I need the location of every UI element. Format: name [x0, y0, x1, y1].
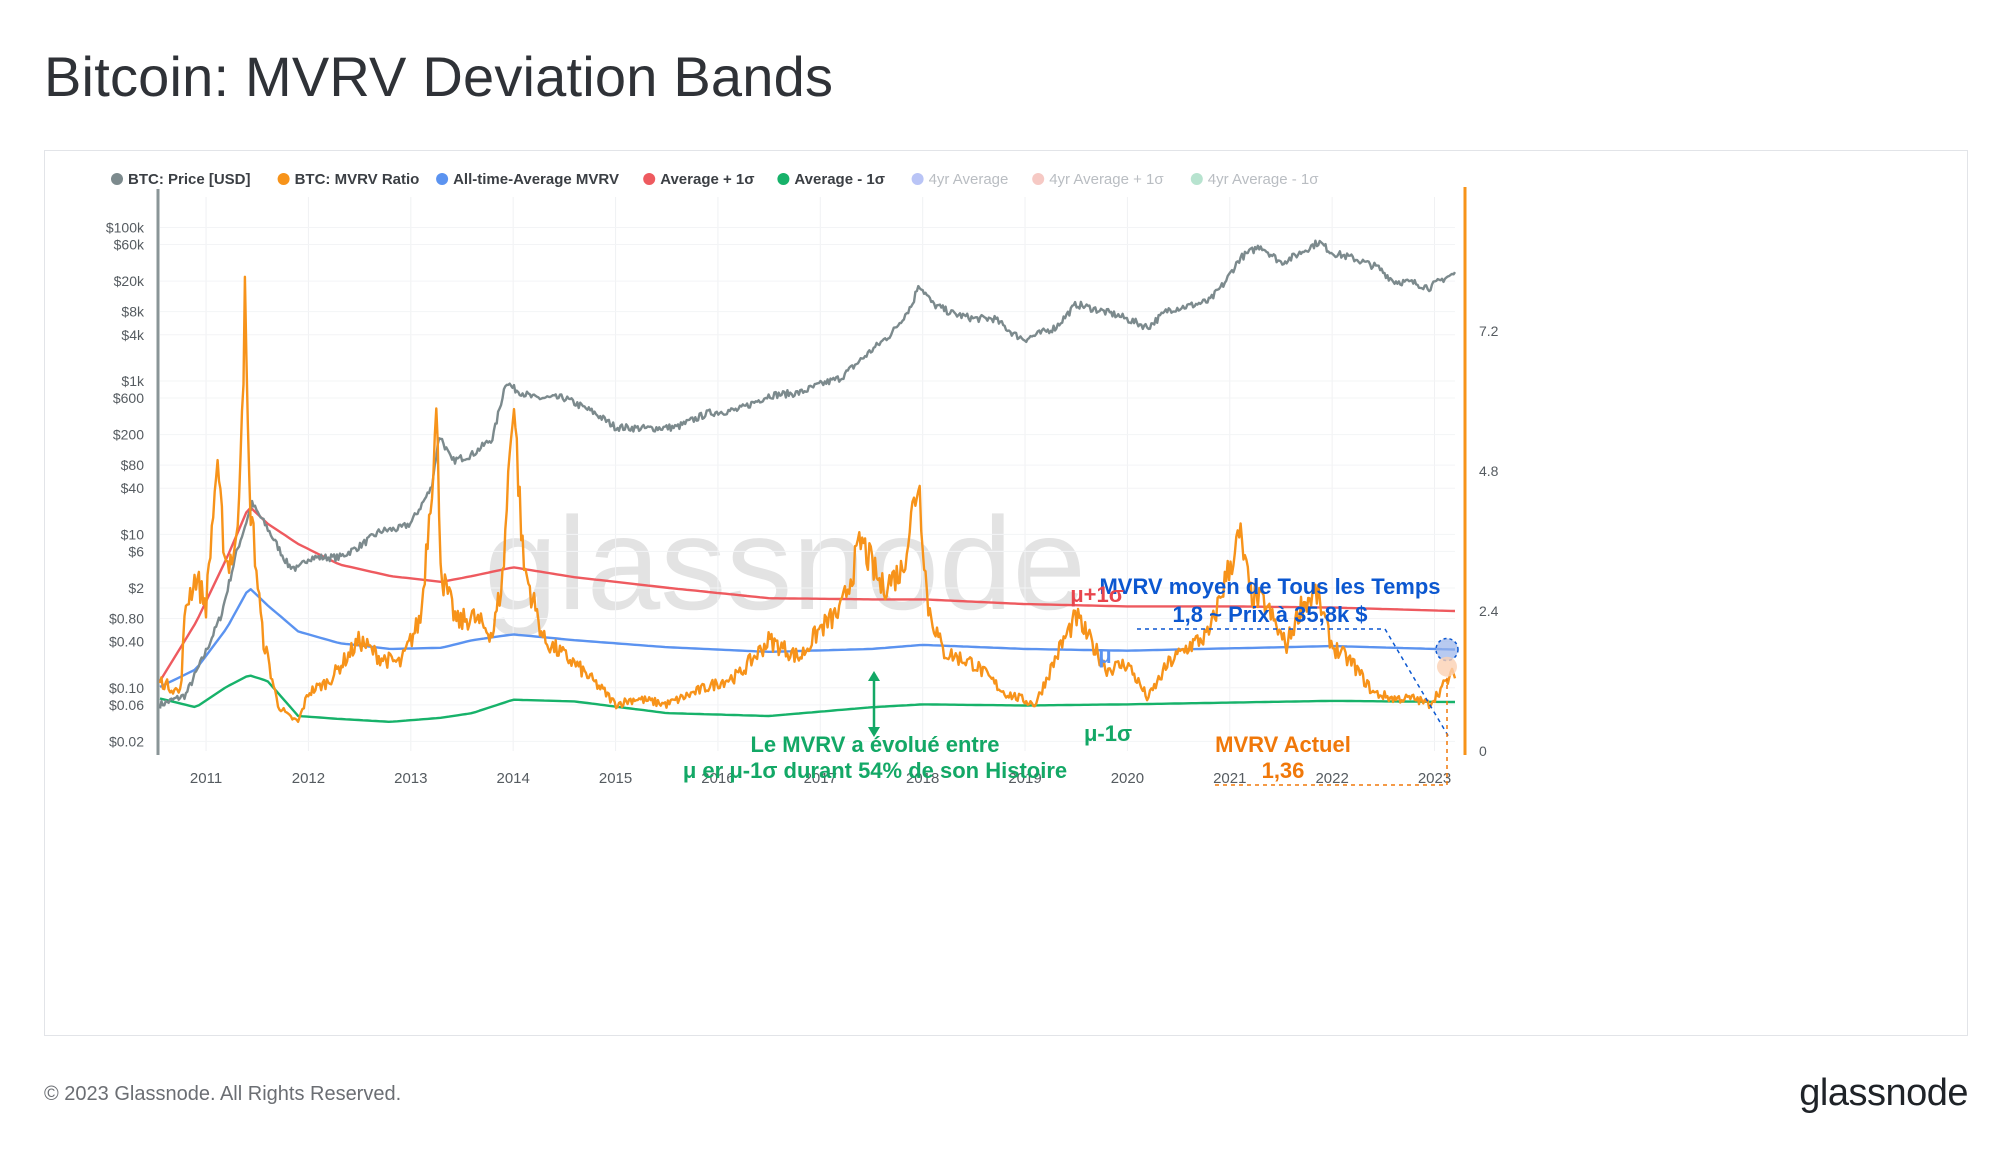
- x-tick-label: 2021: [1213, 770, 1246, 787]
- y-left-tick-label: $80: [121, 457, 145, 473]
- annotation-avg-leader: [1137, 628, 1451, 740]
- page-title: Bitcoin: MVRV Deviation Bands: [44, 45, 834, 108]
- x-tick-label: 2015: [599, 770, 632, 787]
- annotation-minus1-label: μ-1σ: [1084, 721, 1132, 746]
- legend-item[interactable]: All-time-Average MVRV: [436, 171, 619, 188]
- footer-brand-logo[interactable]: glassnode: [1799, 1072, 1968, 1114]
- current-mvrv-marker: [1437, 656, 1457, 677]
- mvrv-series: [158, 275, 1457, 723]
- y-left-tick-label: $600: [113, 390, 144, 406]
- x-tick-label: 2014: [496, 770, 529, 787]
- y-left-tick-label: $40: [121, 480, 145, 496]
- watermark-text: glassnode: [484, 490, 1086, 637]
- y-left-tick-label: $0.02: [109, 733, 144, 749]
- annotation-current-value: 1,36: [1262, 758, 1305, 783]
- y-right-tick-label: 4.8: [1479, 463, 1499, 479]
- x-tick-label: 2023: [1418, 770, 1451, 787]
- legend-item[interactable]: 4yr Average - 1σ: [1190, 171, 1319, 188]
- plus-one-sigma-series: [158, 506, 1456, 682]
- y-left-tick-label: $0.40: [109, 634, 144, 650]
- legend-label: 4yr Average: [929, 171, 1009, 188]
- footer-copyright: © 2023 Glassnode. All Rights Reserved.: [44, 1083, 402, 1105]
- annotation-avg-price: 1,8 ~ Prix à 35,8k $: [1172, 602, 1367, 627]
- legend-swatch: [111, 173, 123, 185]
- legend-label: BTC: Price [USD]: [128, 171, 251, 188]
- y-left-tick-label: $100k: [106, 220, 145, 236]
- y-right-tick-label: 0: [1479, 743, 1487, 759]
- legend-label: 4yr Average + 1σ: [1049, 171, 1164, 188]
- price-series: [158, 239, 1457, 709]
- current-avg-marker: [1435, 637, 1459, 662]
- legend-swatch: [911, 173, 924, 185]
- x-tick-label: 2019: [1008, 770, 1041, 787]
- legend-label: All-time-Average MVRV: [453, 171, 619, 188]
- mvrv-chart: glassnode BTC: Price [USD] BTC: MVRV Rati…: [106, 171, 1499, 787]
- legend-swatch: [436, 173, 449, 185]
- y-left-tick-label: $1k: [121, 373, 145, 389]
- x-tick-label: 2020: [1111, 770, 1144, 787]
- legend-swatch: [277, 173, 290, 185]
- legend-swatch: [643, 173, 656, 185]
- y-left-tick-label: $60k: [114, 237, 145, 253]
- annotations: MVRV moyen de Tous les Temps 1,8 ~ Prix à…: [683, 574, 1459, 786]
- x-tick-label: 2017: [804, 770, 837, 787]
- axes: $0.02 $0.06$0.10 $0.40 $0.80 $2 $6$10 $40 $80 $2…: [106, 187, 1499, 787]
- y-left-tick-label: $0.80: [109, 611, 144, 627]
- arrow-head-up: [868, 671, 880, 681]
- y-right-tick-label: 7.2: [1479, 323, 1499, 339]
- minus-one-sigma-series: [159, 674, 1455, 723]
- x-tick-label: 2018: [906, 770, 939, 787]
- x-tick-label: 2011: [190, 770, 222, 787]
- annotation-current-title: MVRV Actuel: [1215, 732, 1351, 757]
- annotation-mu-label: μ: [1098, 643, 1111, 668]
- grid: [160, 197, 1455, 751]
- y-left-tick-label: $20k: [114, 273, 145, 289]
- annotation-current-leader: [1215, 677, 1448, 786]
- y-left-tick-label: $2: [128, 580, 144, 596]
- legend-swatch: [1190, 173, 1203, 185]
- y-left-tick-label: $200: [113, 427, 144, 443]
- x-tick-label: 2016: [701, 770, 734, 787]
- x-tick-label: 2022: [1315, 770, 1348, 787]
- x-tick-label: 2012: [292, 770, 325, 787]
- y-left-tick-label: $0.06: [109, 697, 144, 713]
- y-left-tick-label: $0.10: [109, 680, 144, 696]
- legend-item[interactable]: 4yr Average + 1σ: [1032, 171, 1164, 188]
- x-tick-label: 2013: [394, 770, 427, 787]
- y-left-tick-label: $4k: [121, 327, 145, 343]
- watermark: glassnode: [484, 490, 1086, 637]
- legend-label: 4yr Average - 1σ: [1208, 171, 1319, 188]
- series: [158, 239, 1457, 723]
- legend: BTC: Price [USD] BTC: MVRV Ratio All-time-…: [111, 171, 1319, 188]
- annotation-evolution-line2: μ er μ-1σ durant 54% de son Histoire: [683, 758, 1067, 783]
- legend-swatch: [1032, 173, 1045, 185]
- chart-panel: glassnode BTC: Price [USD] BTC: MVRV Rati…: [44, 150, 1968, 1036]
- annotation-avg-title: MVRV moyen de Tous les Temps: [1099, 574, 1440, 599]
- legend-label: Average - 1σ: [794, 171, 885, 188]
- annotation-evolution-line1: Le MVRV a évolué entre: [750, 732, 999, 757]
- legend-label: Average + 1σ: [660, 171, 754, 188]
- y-left-tick-label: $8k: [121, 304, 145, 320]
- legend-item[interactable]: BTC: Price [USD]: [111, 171, 251, 188]
- y-right-tick-label: 2.4: [1479, 603, 1499, 619]
- arrow-head-down: [868, 727, 880, 737]
- legend-swatch: [777, 173, 790, 185]
- legend-label: BTC: MVRV Ratio: [295, 171, 420, 188]
- annotation-plus1-label: μ+1σ: [1070, 582, 1124, 607]
- legend-item[interactable]: 4yr Average: [911, 171, 1009, 188]
- y-left-tick-label: $10: [121, 526, 145, 542]
- y-left-tick-label: $6: [128, 543, 144, 559]
- legend-item[interactable]: Average + 1σ: [643, 171, 755, 188]
- legend-item[interactable]: Average - 1σ: [777, 171, 885, 188]
- legend-item[interactable]: BTC: MVRV Ratio: [277, 171, 420, 188]
